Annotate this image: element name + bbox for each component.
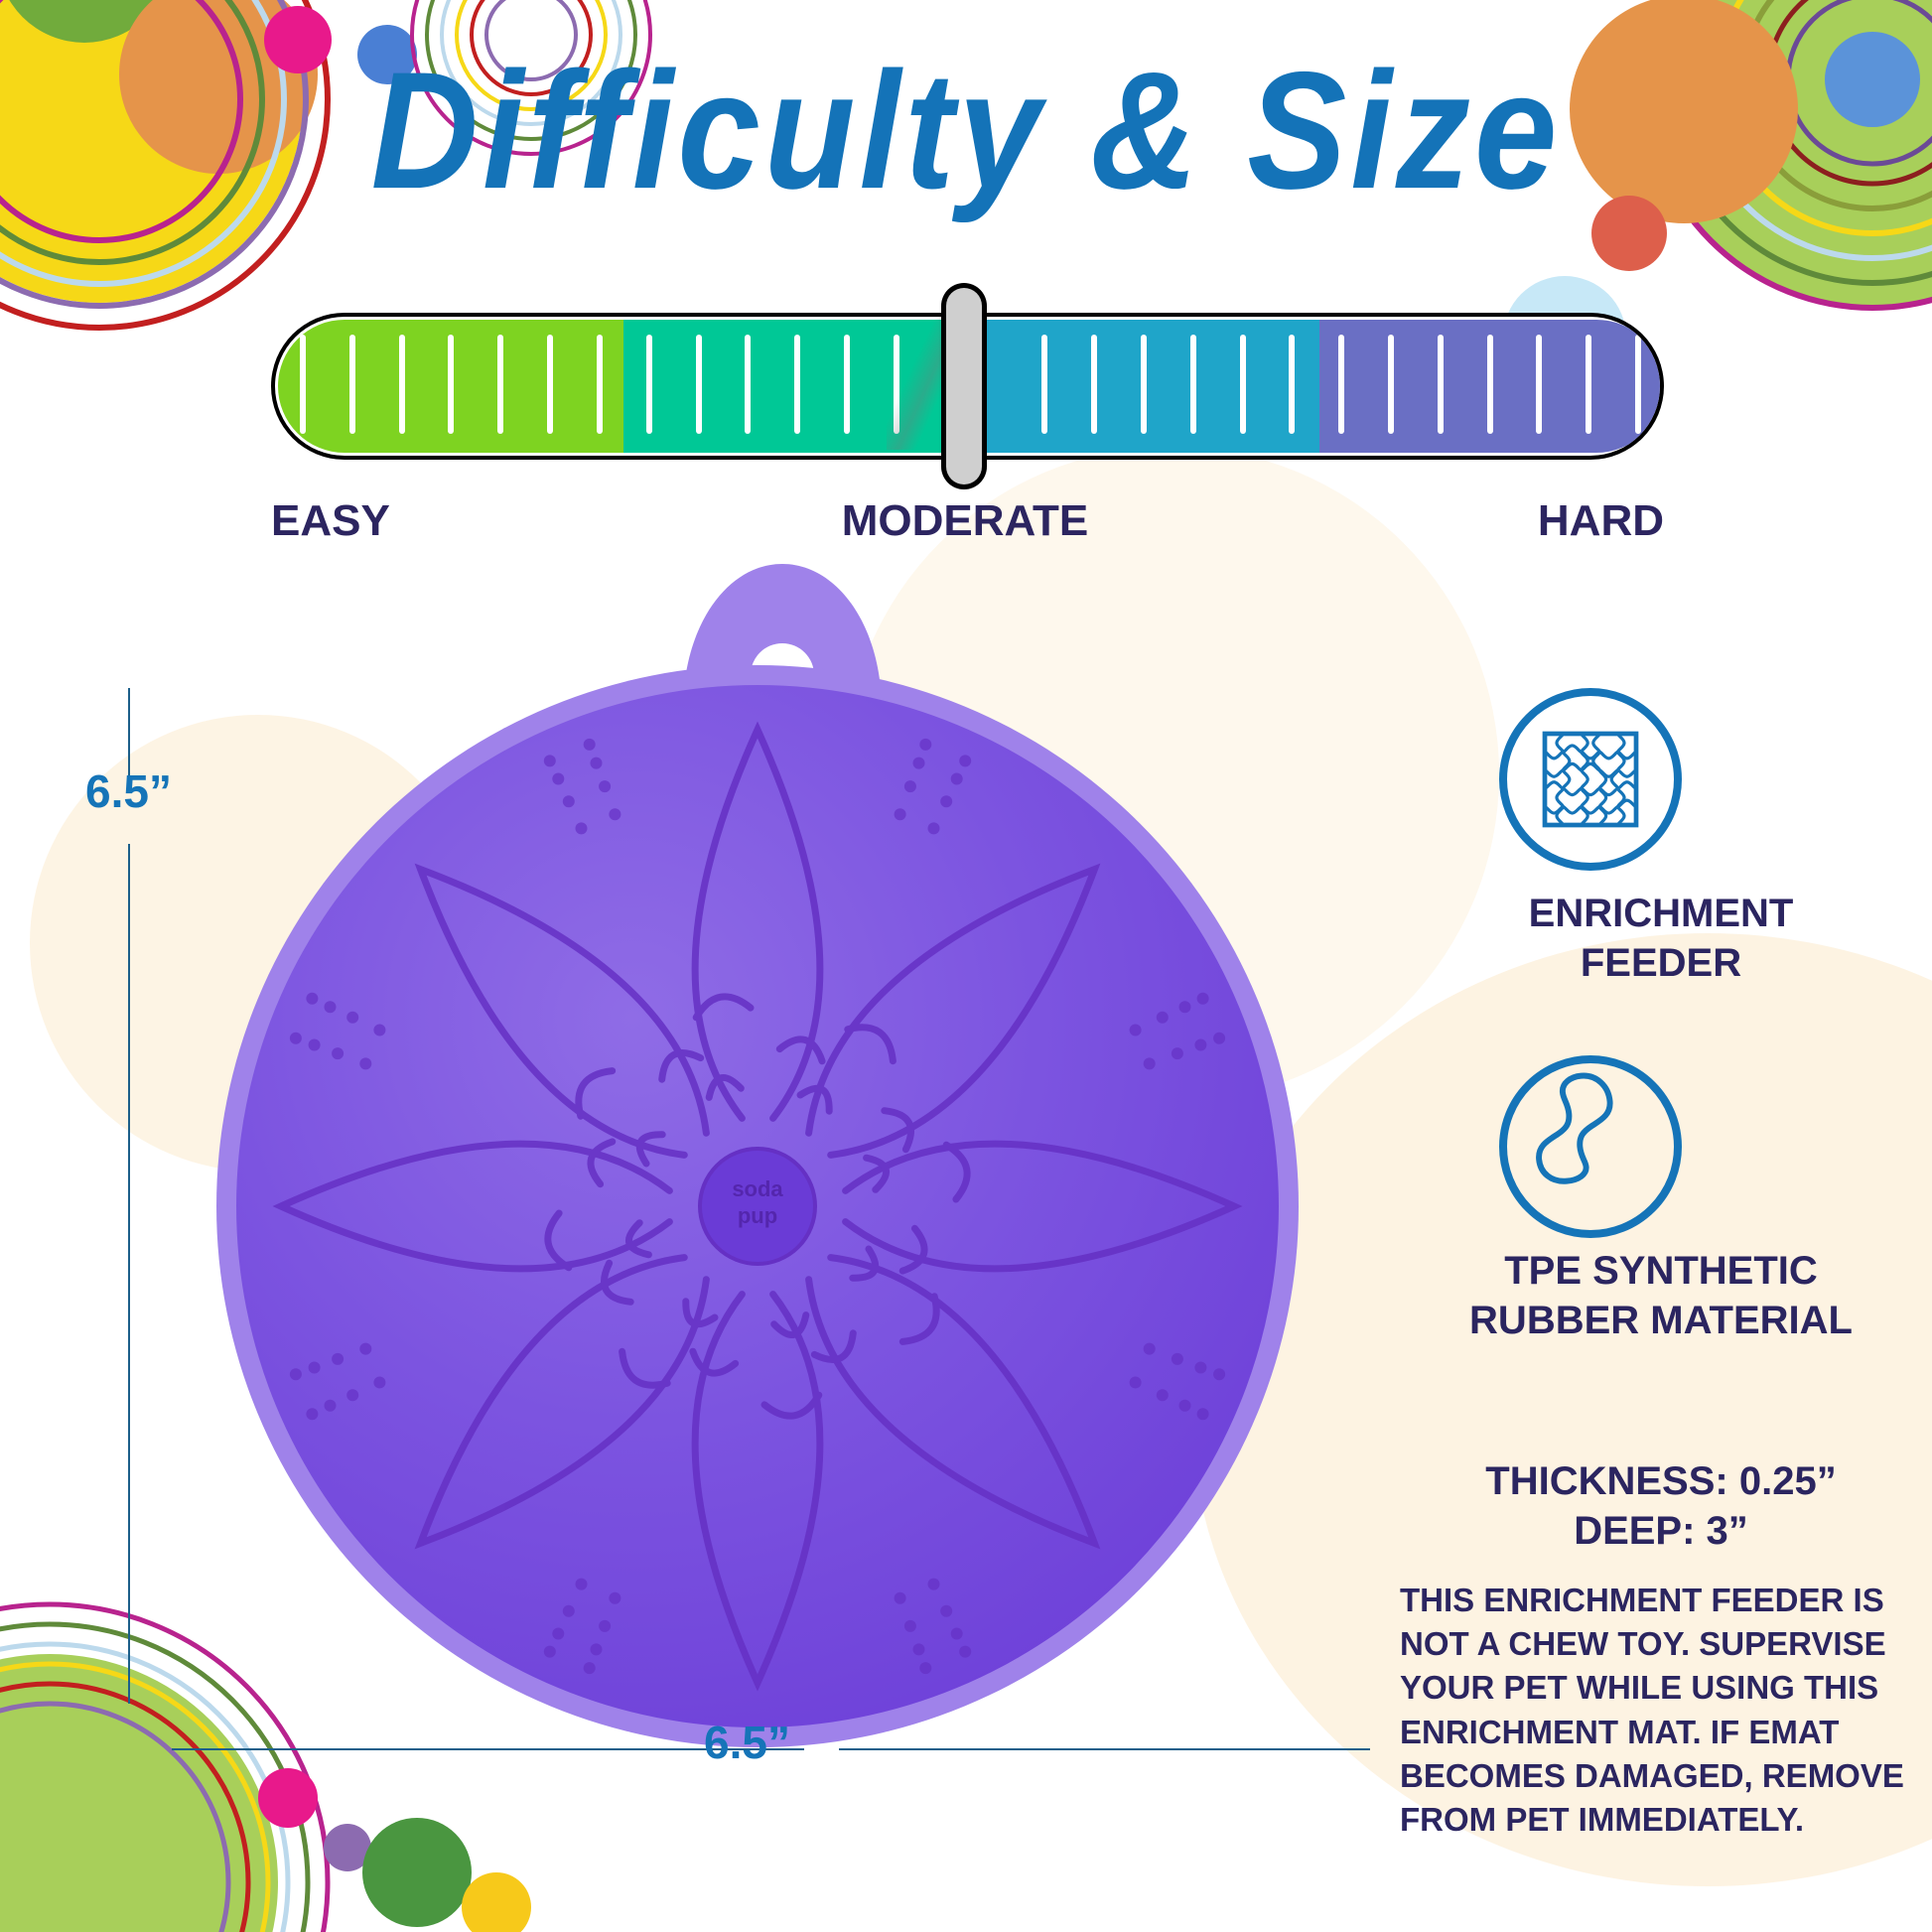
svg-text:soda: soda <box>732 1176 783 1201</box>
svg-text:pup: pup <box>738 1203 777 1228</box>
